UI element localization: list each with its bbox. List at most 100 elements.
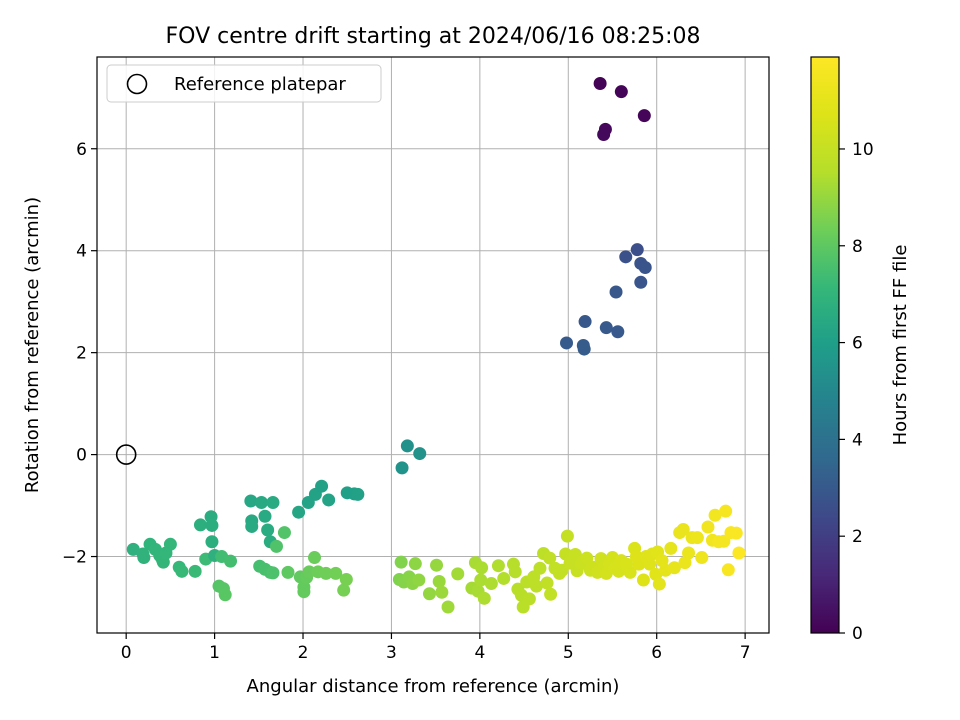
x-tick-label: 4 bbox=[474, 643, 485, 663]
plot-frame bbox=[96, 56, 770, 634]
x-tick-label: 3 bbox=[386, 643, 397, 663]
data-point bbox=[497, 571, 511, 585]
data-point bbox=[413, 447, 427, 461]
data-point bbox=[729, 526, 743, 540]
data-point bbox=[522, 592, 536, 606]
axis-ticks: 0 1 2 3 4 5 6 7 −2 0 2 4 6 bbox=[62, 140, 751, 663]
colorbar-tick-label: 6 bbox=[852, 334, 863, 354]
colorbar-tick-label: 8 bbox=[852, 237, 863, 257]
data-point bbox=[394, 555, 408, 569]
data-point bbox=[261, 523, 275, 537]
data-point bbox=[717, 534, 731, 548]
data-point bbox=[245, 519, 259, 533]
data-point bbox=[578, 315, 592, 329]
data-point bbox=[529, 579, 543, 593]
data-point bbox=[266, 566, 280, 580]
data-point bbox=[667, 561, 681, 575]
data-point bbox=[400, 439, 414, 453]
data-point bbox=[266, 496, 280, 510]
y-tick-label: 4 bbox=[76, 242, 87, 262]
data-point bbox=[708, 508, 722, 522]
data-point bbox=[351, 487, 365, 501]
data-point bbox=[395, 461, 409, 475]
x-axis-label: Angular distance from reference (arcmin) bbox=[247, 676, 620, 697]
data-point bbox=[695, 551, 709, 565]
data-point bbox=[308, 551, 322, 565]
x-tick-label: 6 bbox=[651, 643, 662, 663]
data-point bbox=[254, 496, 268, 510]
data-point bbox=[224, 554, 238, 568]
data-points bbox=[126, 77, 746, 614]
data-point bbox=[258, 509, 272, 523]
data-point bbox=[682, 546, 696, 560]
data-point bbox=[637, 109, 651, 123]
data-point bbox=[732, 546, 746, 560]
data-point bbox=[719, 504, 733, 518]
y-tick-label: 0 bbox=[76, 446, 87, 466]
data-point bbox=[281, 565, 295, 579]
data-point bbox=[540, 576, 554, 590]
data-point bbox=[577, 342, 591, 356]
data-point bbox=[218, 588, 232, 602]
data-point bbox=[435, 585, 449, 599]
y-axis-label: Rotation from reference (arcmin) bbox=[22, 197, 43, 493]
data-point bbox=[721, 563, 735, 577]
data-point bbox=[339, 572, 353, 586]
data-point bbox=[491, 559, 505, 573]
data-point bbox=[277, 526, 291, 540]
data-point bbox=[319, 566, 333, 580]
data-point bbox=[676, 523, 690, 537]
colorbar: 0 2 4 6 8 10 Hours from first FF file bbox=[810, 56, 911, 644]
data-point bbox=[508, 565, 522, 579]
data-point bbox=[599, 321, 613, 335]
data-point bbox=[638, 261, 652, 275]
legend-marker bbox=[126, 73, 148, 95]
data-point bbox=[175, 564, 189, 578]
data-point bbox=[597, 127, 611, 141]
data-point bbox=[451, 567, 465, 581]
colorbar-tick-label: 10 bbox=[852, 140, 874, 160]
data-point bbox=[475, 561, 489, 575]
data-point bbox=[205, 518, 219, 532]
data-point bbox=[315, 479, 329, 493]
x-tick-label: 0 bbox=[121, 643, 132, 663]
data-point bbox=[630, 243, 644, 257]
data-point bbox=[643, 557, 657, 571]
data-point bbox=[543, 551, 557, 565]
legend: Reference platepar bbox=[106, 64, 382, 103]
y-tick-label: −2 bbox=[62, 548, 87, 568]
data-point bbox=[664, 541, 678, 555]
data-point bbox=[163, 537, 177, 551]
legend-box bbox=[106, 64, 382, 103]
data-point bbox=[408, 557, 422, 571]
data-point bbox=[701, 520, 715, 534]
x-tick-label: 5 bbox=[563, 643, 574, 663]
data-point bbox=[611, 325, 625, 339]
data-point bbox=[430, 558, 444, 572]
data-point bbox=[477, 591, 491, 605]
data-point bbox=[297, 585, 311, 599]
data-point bbox=[292, 505, 306, 519]
data-point bbox=[593, 77, 607, 91]
data-point bbox=[412, 573, 426, 587]
reference-platepar-point bbox=[115, 444, 137, 465]
data-point bbox=[614, 85, 628, 99]
data-point bbox=[337, 583, 351, 597]
x-tick-label: 7 bbox=[740, 643, 751, 663]
data-point bbox=[533, 561, 547, 575]
y-tick-label: 2 bbox=[76, 344, 87, 364]
data-point bbox=[126, 542, 140, 556]
data-point bbox=[188, 564, 202, 578]
data-point bbox=[137, 551, 151, 565]
data-point bbox=[568, 548, 582, 562]
data-point bbox=[484, 577, 498, 591]
data-point bbox=[560, 336, 574, 350]
y-tick-label: 6 bbox=[76, 140, 87, 160]
colorbar-label: Hours from first FF file bbox=[890, 245, 911, 446]
data-point bbox=[580, 551, 594, 565]
reference-marker bbox=[115, 444, 137, 465]
data-point bbox=[193, 518, 207, 532]
colorbar-tick-label: 2 bbox=[852, 527, 863, 547]
data-point bbox=[244, 494, 258, 508]
